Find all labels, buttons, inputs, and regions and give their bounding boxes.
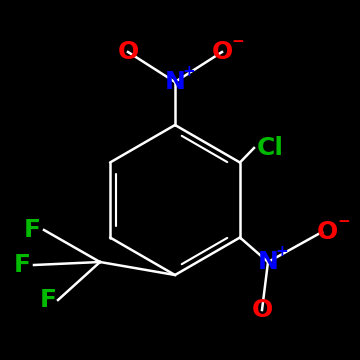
Text: F: F	[40, 288, 57, 312]
Text: O: O	[211, 40, 233, 64]
Text: O: O	[251, 298, 273, 322]
Text: O: O	[117, 40, 139, 64]
Text: −: −	[338, 215, 350, 230]
Text: N: N	[165, 70, 185, 94]
Text: Cl: Cl	[256, 136, 284, 160]
Text: −: −	[231, 35, 244, 49]
Text: F: F	[23, 218, 40, 242]
Text: N: N	[257, 250, 278, 274]
Text: F: F	[14, 253, 31, 277]
Text: +: +	[276, 244, 288, 260]
Text: +: +	[183, 64, 195, 80]
Text: O: O	[316, 220, 338, 244]
